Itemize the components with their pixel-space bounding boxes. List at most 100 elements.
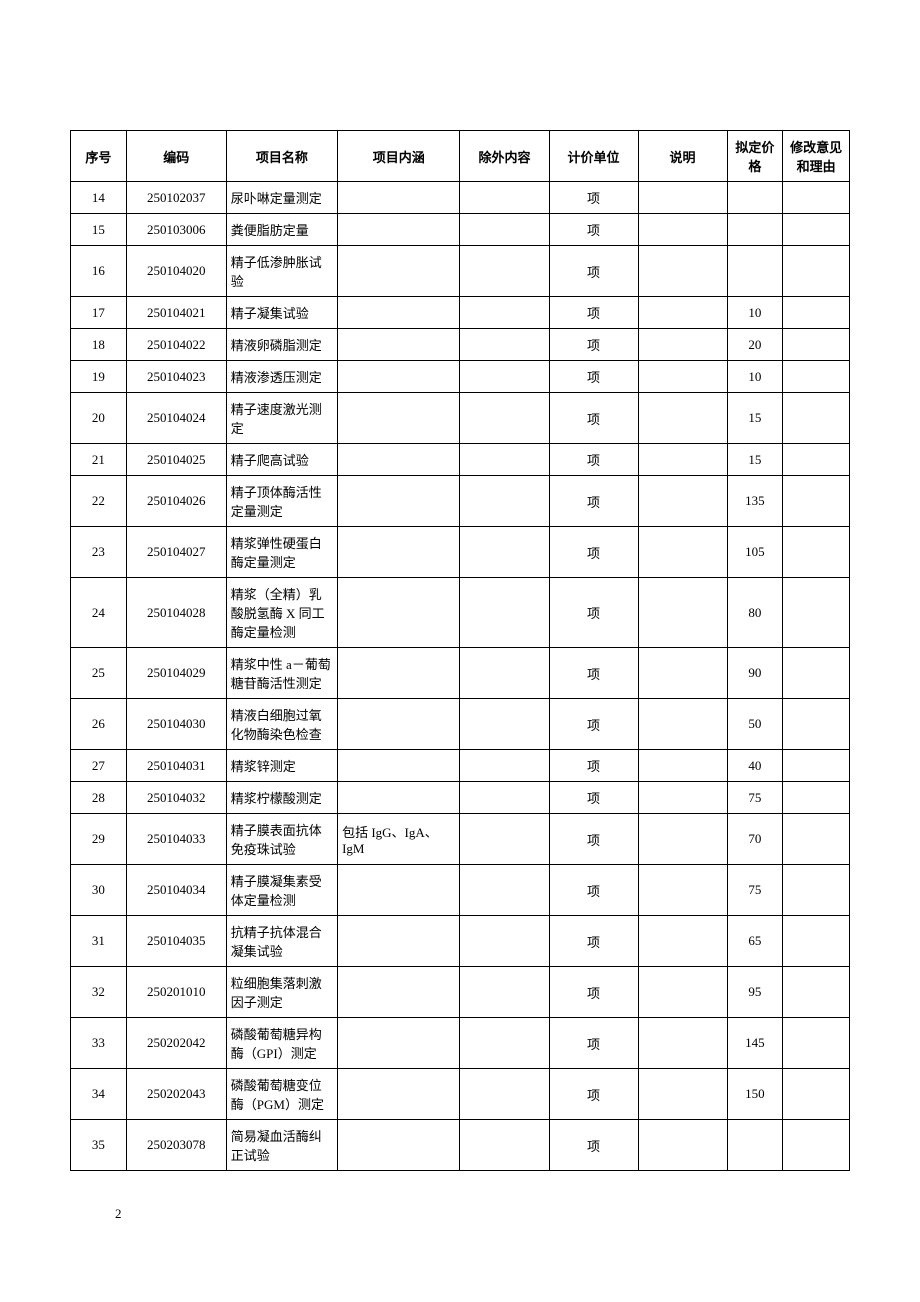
table-row: 30250104034精子膜凝集素受体定量检测项75 <box>71 865 850 916</box>
cell-comment <box>783 750 850 782</box>
cell-price: 145 <box>727 1018 783 1069</box>
cell-name: 精液白细胞过氧化物酶染色检查 <box>226 699 337 750</box>
cell-unit: 项 <box>549 393 638 444</box>
cell-content <box>338 1120 460 1171</box>
cell-seq: 33 <box>71 1018 127 1069</box>
cell-seq: 23 <box>71 527 127 578</box>
cell-unit: 项 <box>549 1018 638 1069</box>
table-row: 22250104026精子顶体酶活性定量测定项135 <box>71 476 850 527</box>
cell-unit: 项 <box>549 648 638 699</box>
cell-exclude <box>460 865 549 916</box>
cell-desc <box>638 329 727 361</box>
cell-seq: 26 <box>71 699 127 750</box>
cell-content <box>338 1069 460 1120</box>
cell-unit: 项 <box>549 329 638 361</box>
page-number: 2 <box>115 1206 850 1222</box>
cell-comment <box>783 1120 850 1171</box>
cell-code: 250104021 <box>126 297 226 329</box>
cell-unit: 项 <box>549 527 638 578</box>
cell-desc <box>638 214 727 246</box>
cell-code: 250104020 <box>126 246 226 297</box>
table-row: 16250104020精子低渗肿胀试验项 <box>71 246 850 297</box>
cell-name: 精子爬高试验 <box>226 444 337 476</box>
cell-comment <box>783 967 850 1018</box>
table-row: 35250203078简易凝血活酶纠正试验项 <box>71 1120 850 1171</box>
cell-unit: 项 <box>549 297 638 329</box>
cell-unit: 项 <box>549 865 638 916</box>
cell-code: 250104035 <box>126 916 226 967</box>
cell-comment <box>783 297 850 329</box>
cell-seq: 14 <box>71 182 127 214</box>
cell-price: 75 <box>727 865 783 916</box>
cell-price: 65 <box>727 916 783 967</box>
cell-code: 250203078 <box>126 1120 226 1171</box>
table-row: 34250202043磷酸葡萄糖变位酶（PGM）测定项150 <box>71 1069 850 1120</box>
cell-content <box>338 578 460 648</box>
cell-name: 精子凝集试验 <box>226 297 337 329</box>
cell-desc <box>638 648 727 699</box>
cell-seq: 34 <box>71 1069 127 1120</box>
cell-seq: 16 <box>71 246 127 297</box>
cell-seq: 21 <box>71 444 127 476</box>
cell-exclude <box>460 1120 549 1171</box>
cell-price: 50 <box>727 699 783 750</box>
cell-code: 250104032 <box>126 782 226 814</box>
cell-name: 粒细胞集落刺激因子测定 <box>226 967 337 1018</box>
cell-code: 250104030 <box>126 699 226 750</box>
cell-unit: 项 <box>549 214 638 246</box>
cell-comment <box>783 246 850 297</box>
cell-code: 250104025 <box>126 444 226 476</box>
header-unit: 计价单位 <box>549 131 638 182</box>
cell-exclude <box>460 750 549 782</box>
cell-price: 80 <box>727 578 783 648</box>
cell-price: 20 <box>727 329 783 361</box>
cell-desc <box>638 699 727 750</box>
cell-desc <box>638 444 727 476</box>
cell-price: 40 <box>727 750 783 782</box>
cell-content <box>338 329 460 361</box>
table-row: 18250104022精液卵磷脂测定项20 <box>71 329 850 361</box>
cell-code: 250104028 <box>126 578 226 648</box>
cell-seq: 15 <box>71 214 127 246</box>
cell-content <box>338 1018 460 1069</box>
cell-desc <box>638 1120 727 1171</box>
cell-code: 250201010 <box>126 967 226 1018</box>
cell-unit: 项 <box>549 699 638 750</box>
header-seq: 序号 <box>71 131 127 182</box>
cell-exclude <box>460 393 549 444</box>
table-row: 29250104033精子膜表面抗体免疫珠试验包括 IgG、IgA、IgM项70 <box>71 814 850 865</box>
cell-desc <box>638 361 727 393</box>
cell-content <box>338 297 460 329</box>
table-row: 28250104032精浆柠檬酸测定项75 <box>71 782 850 814</box>
cell-exclude <box>460 214 549 246</box>
cell-exclude <box>460 444 549 476</box>
cell-content <box>338 699 460 750</box>
cell-content <box>338 527 460 578</box>
cell-code: 250202042 <box>126 1018 226 1069</box>
cell-desc <box>638 476 727 527</box>
cell-code: 250104022 <box>126 329 226 361</box>
cell-seq: 24 <box>71 578 127 648</box>
cell-content <box>338 182 460 214</box>
cell-desc <box>638 916 727 967</box>
cell-price <box>727 182 783 214</box>
cell-desc <box>638 578 727 648</box>
cell-desc <box>638 1018 727 1069</box>
table-row: 23250104027精浆弹性硬蛋白酶定量测定项105 <box>71 527 850 578</box>
cell-name: 精子低渗肿胀试验 <box>226 246 337 297</box>
cell-code: 250104034 <box>126 865 226 916</box>
cell-seq: 22 <box>71 476 127 527</box>
cell-comment <box>783 214 850 246</box>
cell-code: 250102037 <box>126 182 226 214</box>
cell-exclude <box>460 782 549 814</box>
cell-code: 250104024 <box>126 393 226 444</box>
table-row: 25250104029精浆中性 a－葡萄糖苷酶活性测定项90 <box>71 648 850 699</box>
cell-desc <box>638 967 727 1018</box>
cell-exclude <box>460 916 549 967</box>
cell-desc <box>638 1069 727 1120</box>
cell-content <box>338 393 460 444</box>
cell-unit: 项 <box>549 916 638 967</box>
cell-seq: 19 <box>71 361 127 393</box>
table-row: 15250103006粪便脂肪定量项 <box>71 214 850 246</box>
cell-unit: 项 <box>549 476 638 527</box>
